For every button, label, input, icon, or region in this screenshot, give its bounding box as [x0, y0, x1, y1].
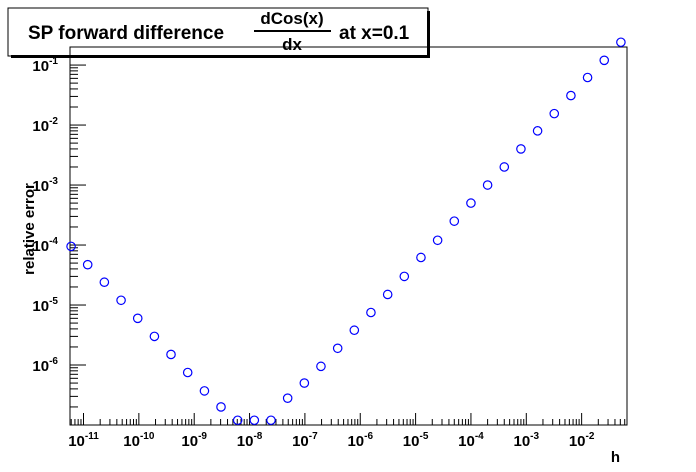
title-prefix: SP forward difference [28, 23, 224, 44]
y-tick-label: 10-1 [32, 56, 58, 75]
data-point [216, 402, 226, 412]
data-point [399, 271, 410, 282]
data-point [82, 259, 93, 270]
data-point [199, 386, 210, 396]
data-markers [66, 37, 626, 426]
x-tick-label: 10-3 [513, 431, 539, 450]
chart-title: SP forward difference dCos(x) dx at x=0.… [7, 7, 430, 58]
data-point [532, 126, 543, 136]
title-box-shadow-right [427, 11, 430, 58]
data-point [582, 72, 593, 83]
data-point [66, 241, 76, 252]
data-point [466, 198, 476, 208]
x-tick-label: 10-5 [403, 431, 429, 450]
y-axis: 10-6 10-5 10-4 10-3 10-2 10-1 [32, 46, 86, 426]
plot-frame [69, 46, 628, 426]
x-axis: 10-11 10-10 10-9 10-8 10-7 10-6 10-5 10-4 10-3 10… [68, 413, 626, 450]
data-point [516, 144, 526, 154]
x-tick-label: 10-8 [237, 431, 263, 450]
data-point [182, 367, 193, 378]
data-point [566, 90, 576, 101]
data-point [549, 108, 560, 119]
x-tick-label: 10-4 [458, 431, 484, 450]
data-point [116, 295, 126, 306]
title-numerator: dCos(x) [260, 9, 323, 28]
title-box-shadow-bottom [11, 55, 430, 58]
y-tick-label: 10-5 [32, 296, 58, 315]
data-point [382, 289, 393, 300]
data-point [166, 349, 176, 360]
data-point [599, 55, 610, 66]
data-point [432, 235, 443, 246]
y-tick-label: 10-3 [32, 176, 58, 195]
y-tick-label: 10-4 [32, 236, 58, 255]
data-point [499, 162, 510, 172]
x-tick-label: 10-6 [347, 431, 373, 450]
title-denominator: dx [282, 35, 302, 54]
x-tick-label: 10-9 [181, 431, 207, 450]
data-point [366, 307, 376, 318]
x-tick-label: 10-11 [68, 431, 99, 450]
data-point [616, 37, 626, 48]
x-axis-title: h [611, 449, 620, 466]
data-point [299, 378, 310, 388]
data-point [332, 343, 343, 354]
title-suffix: at x=0.1 [339, 23, 410, 44]
data-point [132, 313, 143, 324]
data-point [232, 415, 243, 426]
data-point [249, 415, 260, 426]
data-point [99, 277, 110, 288]
data-point [482, 180, 493, 190]
data-point [282, 393, 293, 403]
title-box [7, 7, 429, 57]
data-point [316, 361, 326, 372]
x-tick-label: 10-7 [292, 431, 318, 450]
x-tick-label: 10-10 [123, 431, 155, 450]
x-tick-label: 10-2 [569, 431, 595, 450]
data-point [349, 325, 360, 336]
data-point [416, 252, 426, 263]
data-point [149, 331, 160, 342]
y-tick-label: 10-6 [32, 356, 58, 375]
y-tick-label: 10-2 [32, 116, 58, 135]
data-point [266, 415, 276, 426]
data-point [449, 216, 460, 226]
y-axis-title: relative error [21, 183, 38, 275]
